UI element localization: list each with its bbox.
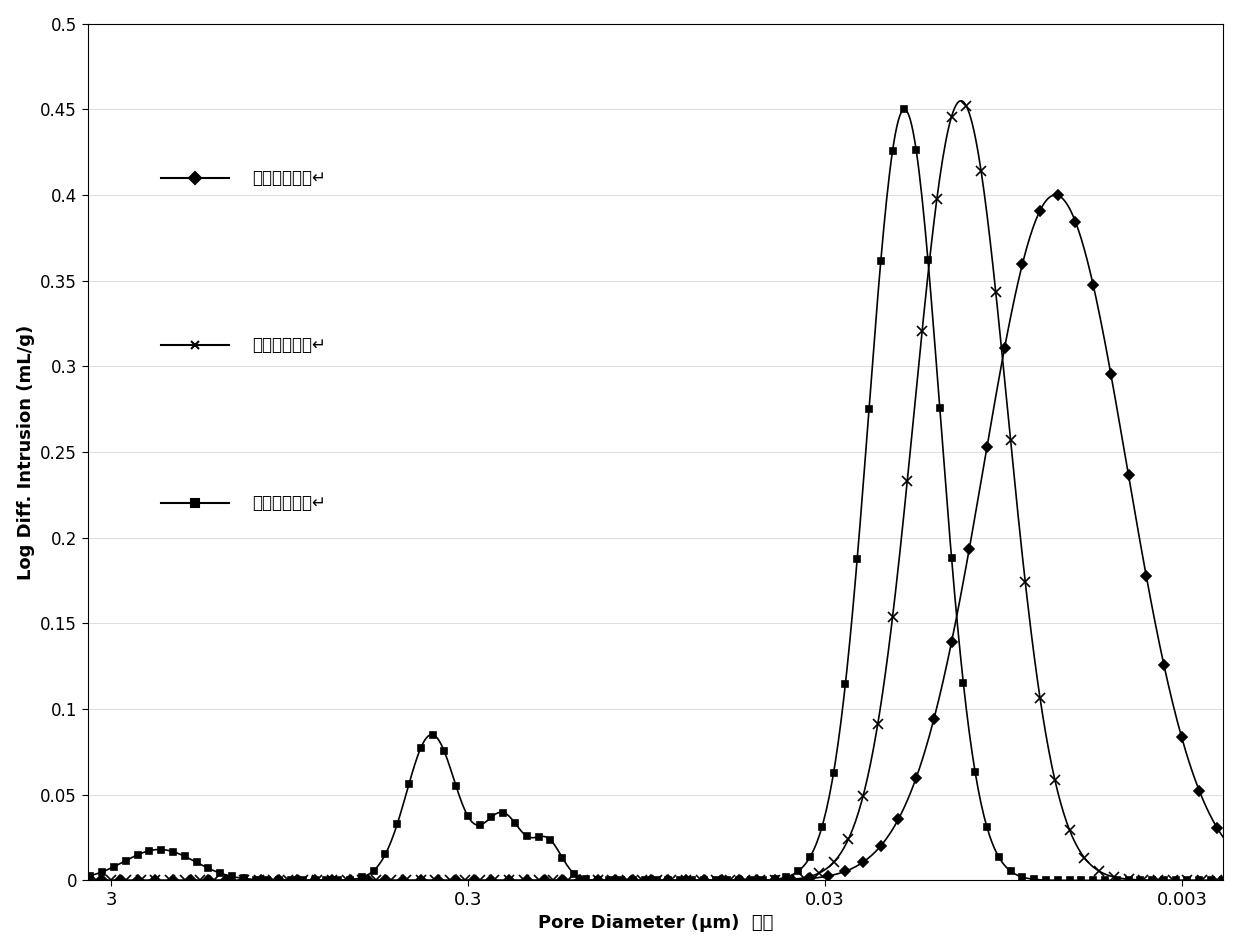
Y-axis label: Log Diff. Intrusion (mL/g): Log Diff. Intrusion (mL/g)	[16, 325, 35, 580]
Text: 对比样中毒后↵: 对比样中毒后↵	[252, 494, 326, 512]
Text: 对比样还原后↵: 对比样还原后↵	[252, 336, 326, 354]
X-axis label: Pore Diameter (μm)  孔径: Pore Diameter (μm) 孔径	[538, 914, 773, 932]
Text: 对比样使用前↵: 对比样使用前↵	[252, 169, 326, 187]
